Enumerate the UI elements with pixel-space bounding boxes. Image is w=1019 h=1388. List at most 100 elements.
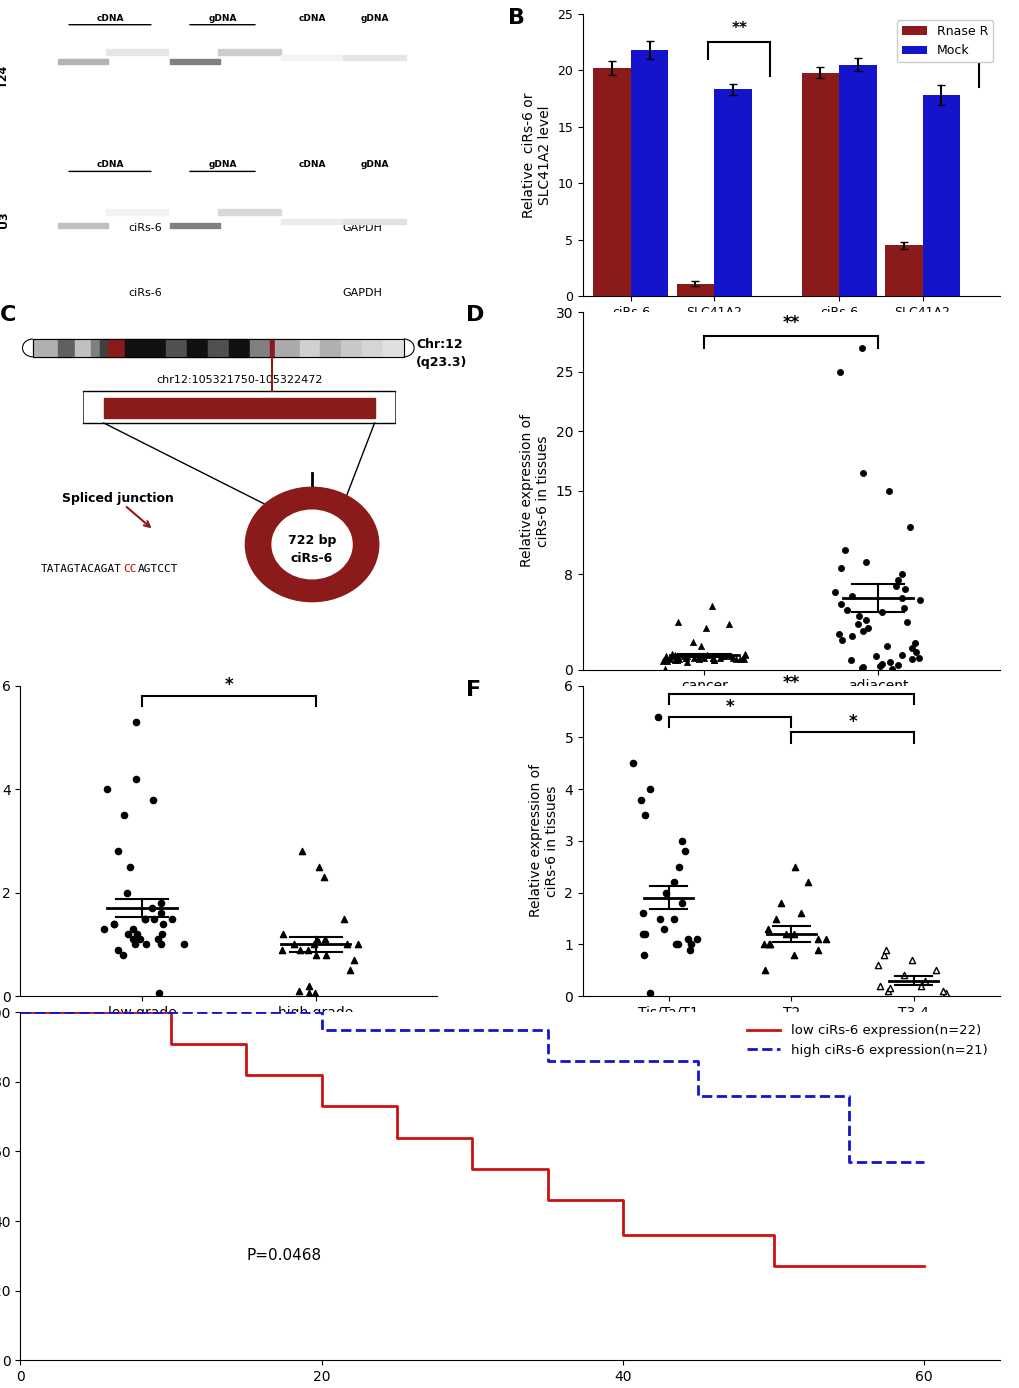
Point [667, 933, 684, 955]
Text: **: ** [731, 21, 747, 36]
Point [317, 929, 333, 951]
Point [308, 944, 324, 966]
Text: *: * [725, 698, 734, 716]
Point [857, 608, 873, 630]
Point [933, 980, 950, 1002]
Text: ciRs-6: ciRs-6 [128, 223, 162, 233]
Point [175, 933, 192, 955]
Point [127, 711, 144, 733]
Bar [124, 339, 166, 357]
Bar [801, 72, 839, 296]
Point [637, 923, 653, 945]
Point [110, 938, 126, 960]
Point [665, 872, 682, 894]
Point [787, 855, 803, 877]
Point [679, 645, 695, 668]
Text: **: ** [782, 315, 799, 333]
Point [106, 912, 122, 934]
low ciRs-6 expression(n=22) [766, 1258, 779, 1274]
Point [153, 933, 169, 955]
Y-axis label: Relative  ciRs-6 or
SLC41A2 level: Relative ciRs-6 or SLC41A2 level [521, 92, 551, 218]
Circle shape [246, 487, 378, 601]
Point [124, 917, 141, 940]
Bar [228, 339, 250, 357]
Text: ciRs-6: ciRs-6 [128, 289, 162, 298]
Text: GAPDH: GAPDH [341, 223, 382, 233]
Point [667, 648, 684, 670]
Point [291, 938, 308, 960]
Point [144, 897, 160, 919]
Point [634, 902, 650, 924]
Bar [100, 339, 108, 357]
Point [832, 361, 848, 383]
Bar [839, 65, 875, 296]
Point [849, 613, 865, 636]
Point [684, 632, 700, 654]
Text: P=0.0468: P=0.0468 [247, 1248, 321, 1263]
Point [766, 908, 783, 930]
Point [154, 912, 170, 934]
Text: *: * [224, 676, 232, 694]
Point [907, 641, 923, 663]
Point [341, 959, 358, 981]
Point [307, 983, 323, 1005]
Legend: low ciRs-6 expression(n=22), high ciRs-6 expression(n=21): low ciRs-6 expression(n=22), high ciRs-6… [742, 1019, 993, 1062]
Point [145, 788, 161, 811]
Line: low ciRs-6 expression(n=22): low ciRs-6 expression(n=22) [20, 1012, 923, 1266]
Point [124, 929, 141, 951]
Point [115, 944, 131, 966]
Point [850, 605, 866, 627]
Point [154, 923, 170, 945]
Point [691, 645, 707, 668]
low ciRs-6 expression(n=22) [842, 1258, 854, 1274]
low ciRs-6 expression(n=22) [616, 1227, 629, 1244]
Bar [186, 339, 208, 357]
Bar [382, 339, 404, 357]
Point [853, 658, 869, 680]
Point [704, 647, 720, 669]
Point [877, 938, 894, 960]
Point [873, 652, 890, 675]
Text: TATAGTACAGAT: TATAGTACAGAT [41, 565, 122, 575]
Point [98, 779, 114, 801]
Point [834, 629, 850, 651]
Point [756, 959, 772, 981]
Point [128, 768, 145, 790]
Point [926, 959, 943, 981]
Point [877, 634, 894, 657]
Point [859, 616, 875, 638]
Text: Chr:12: Chr:12 [416, 337, 463, 351]
Point [725, 647, 741, 669]
Point [677, 840, 693, 862]
Point [345, 949, 362, 972]
Point [887, 575, 903, 597]
Point [895, 965, 911, 987]
Point [695, 647, 711, 669]
Point [634, 923, 650, 945]
Point [720, 613, 737, 636]
Bar [884, 246, 921, 296]
Point [679, 651, 695, 673]
Point [879, 480, 896, 502]
Point [786, 944, 802, 966]
Point [698, 644, 714, 666]
low ciRs-6 expression(n=22) [466, 1160, 478, 1177]
Point [674, 830, 690, 852]
Point [139, 933, 155, 955]
Point [808, 938, 824, 960]
Point [916, 969, 932, 991]
Point [660, 648, 677, 670]
Point [731, 648, 747, 670]
Point [893, 644, 909, 666]
Bar [74, 339, 91, 357]
Point [755, 933, 771, 955]
Point [777, 923, 794, 945]
Text: CC: CC [123, 565, 138, 575]
Point [792, 902, 808, 924]
Point [274, 923, 290, 945]
Point [120, 923, 137, 945]
high ciRs-6 expression(n=21) [766, 1087, 779, 1103]
Point [110, 840, 126, 862]
Text: F: F [466, 680, 481, 700]
low ciRs-6 expression(n=22) [541, 1192, 553, 1209]
